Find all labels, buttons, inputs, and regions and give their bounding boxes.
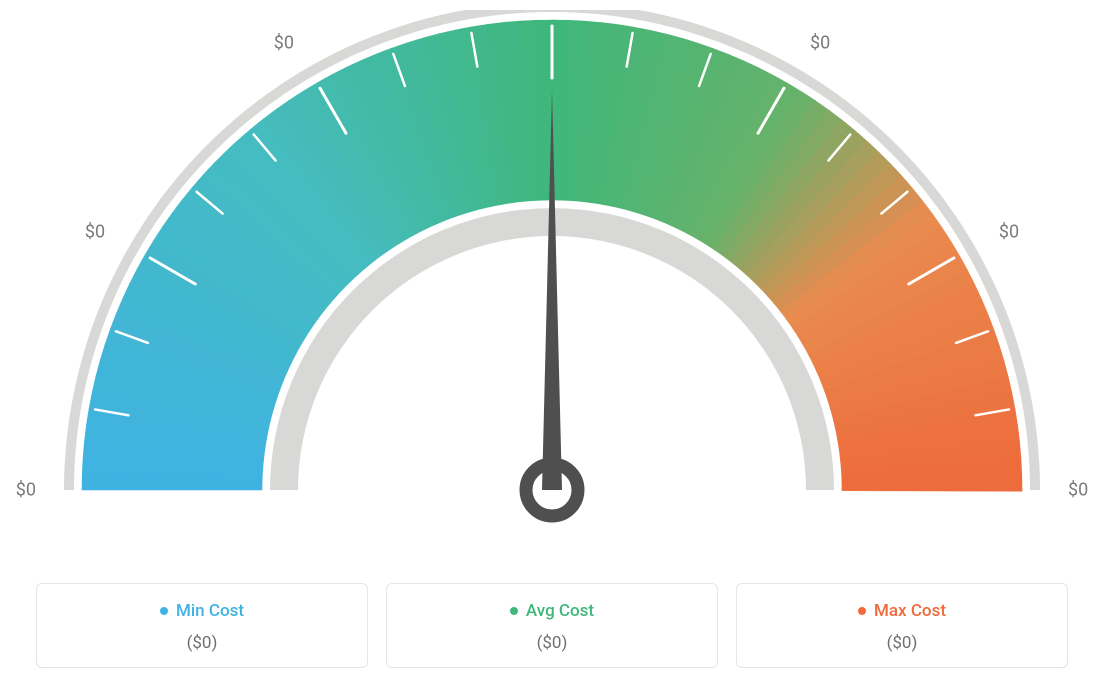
legend-title-avg: Avg Cost	[510, 601, 594, 621]
legend-dot-min	[160, 607, 168, 615]
legend-value-max: ($0)	[747, 633, 1057, 653]
legend-label-avg: Avg Cost	[526, 601, 594, 621]
gauge-scale-label: $0	[274, 33, 294, 54]
legend-value-avg: ($0)	[397, 633, 707, 653]
gauge-chart: $0$0$0$0$0$0$0	[0, 0, 1104, 560]
legend-label-min: Min Cost	[176, 601, 244, 621]
gauge-scale-label: $0	[810, 33, 830, 54]
gauge-svg	[44, 10, 1060, 570]
legend-title-max: Max Cost	[858, 601, 946, 621]
legend-dot-avg	[510, 607, 518, 615]
legend-row: Min Cost ($0) Avg Cost ($0) Max Cost ($0…	[0, 583, 1104, 690]
legend-label-max: Max Cost	[874, 601, 946, 621]
legend-card-avg: Avg Cost ($0)	[386, 583, 718, 668]
gauge-scale-label: $0	[85, 222, 105, 243]
gauge-scale-label: $0	[1068, 480, 1088, 501]
legend-value-min: ($0)	[47, 633, 357, 653]
legend-dot-max	[858, 607, 866, 615]
legend-card-max: Max Cost ($0)	[736, 583, 1068, 668]
gauge-scale-label: $0	[16, 480, 36, 501]
legend-title-min: Min Cost	[160, 601, 244, 621]
legend-card-min: Min Cost ($0)	[36, 583, 368, 668]
gauge-scale-label: $0	[999, 222, 1019, 243]
